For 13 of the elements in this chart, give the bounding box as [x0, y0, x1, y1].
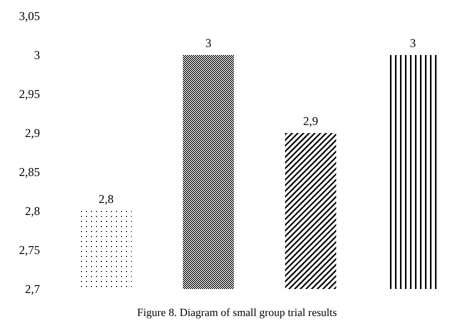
- y-tick-label: 2,95: [19, 87, 40, 102]
- data-label: 3: [205, 36, 212, 50]
- y-tick-label: 2,85: [19, 165, 40, 180]
- y-tick-label: 2,7: [25, 282, 40, 296]
- y-tick-label: 3,05: [19, 9, 40, 24]
- y-tick-label: 2,8: [25, 204, 40, 218]
- y-tick-label: 2,75: [19, 243, 40, 258]
- caption: Figure 8. Diagram of small group trial results: [137, 307, 337, 319]
- data-label: 3: [410, 36, 416, 50]
- y-tick-label: 2,9: [25, 126, 40, 140]
- data-label: 2,8: [98, 192, 114, 206]
- data-label: 2,9: [303, 114, 318, 128]
- y-tick-label: 3: [34, 48, 40, 62]
